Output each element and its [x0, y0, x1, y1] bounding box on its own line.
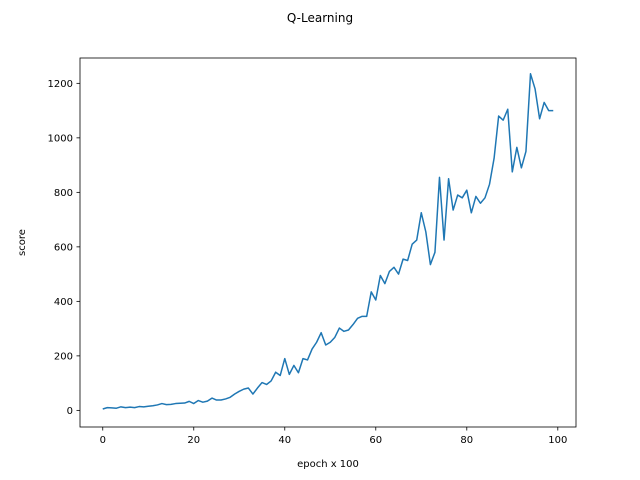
plot-frame [79, 57, 577, 428]
x-tick-label: 20 [187, 435, 200, 446]
y-tick-label: 1000 [48, 133, 73, 144]
x-tick-label: 40 [278, 435, 291, 446]
y-ticks: 0 200 400 600 800 1000 1200 [48, 79, 80, 417]
chart-title: Q-Learning [287, 11, 353, 25]
x-axis-label: epoch x 100 [297, 459, 359, 470]
y-tick-label: 0 [67, 406, 73, 417]
x-ticks: 0 20 40 60 80 100 [100, 427, 567, 446]
x-tick-label: 100 [548, 435, 567, 446]
y-axis-label: score [17, 229, 28, 256]
y-tick-label: 200 [54, 351, 73, 362]
y-tick-label: 1200 [48, 79, 73, 90]
y-tick-label: 400 [54, 297, 73, 308]
plot-area [80, 58, 576, 427]
y-tick-label: 800 [54, 188, 73, 199]
x-tick-label: 0 [100, 435, 106, 446]
series-line [102, 73, 554, 410]
y-tick-label: 600 [54, 242, 73, 253]
x-tick-label: 80 [460, 435, 473, 446]
x-tick-label: 60 [369, 435, 382, 446]
